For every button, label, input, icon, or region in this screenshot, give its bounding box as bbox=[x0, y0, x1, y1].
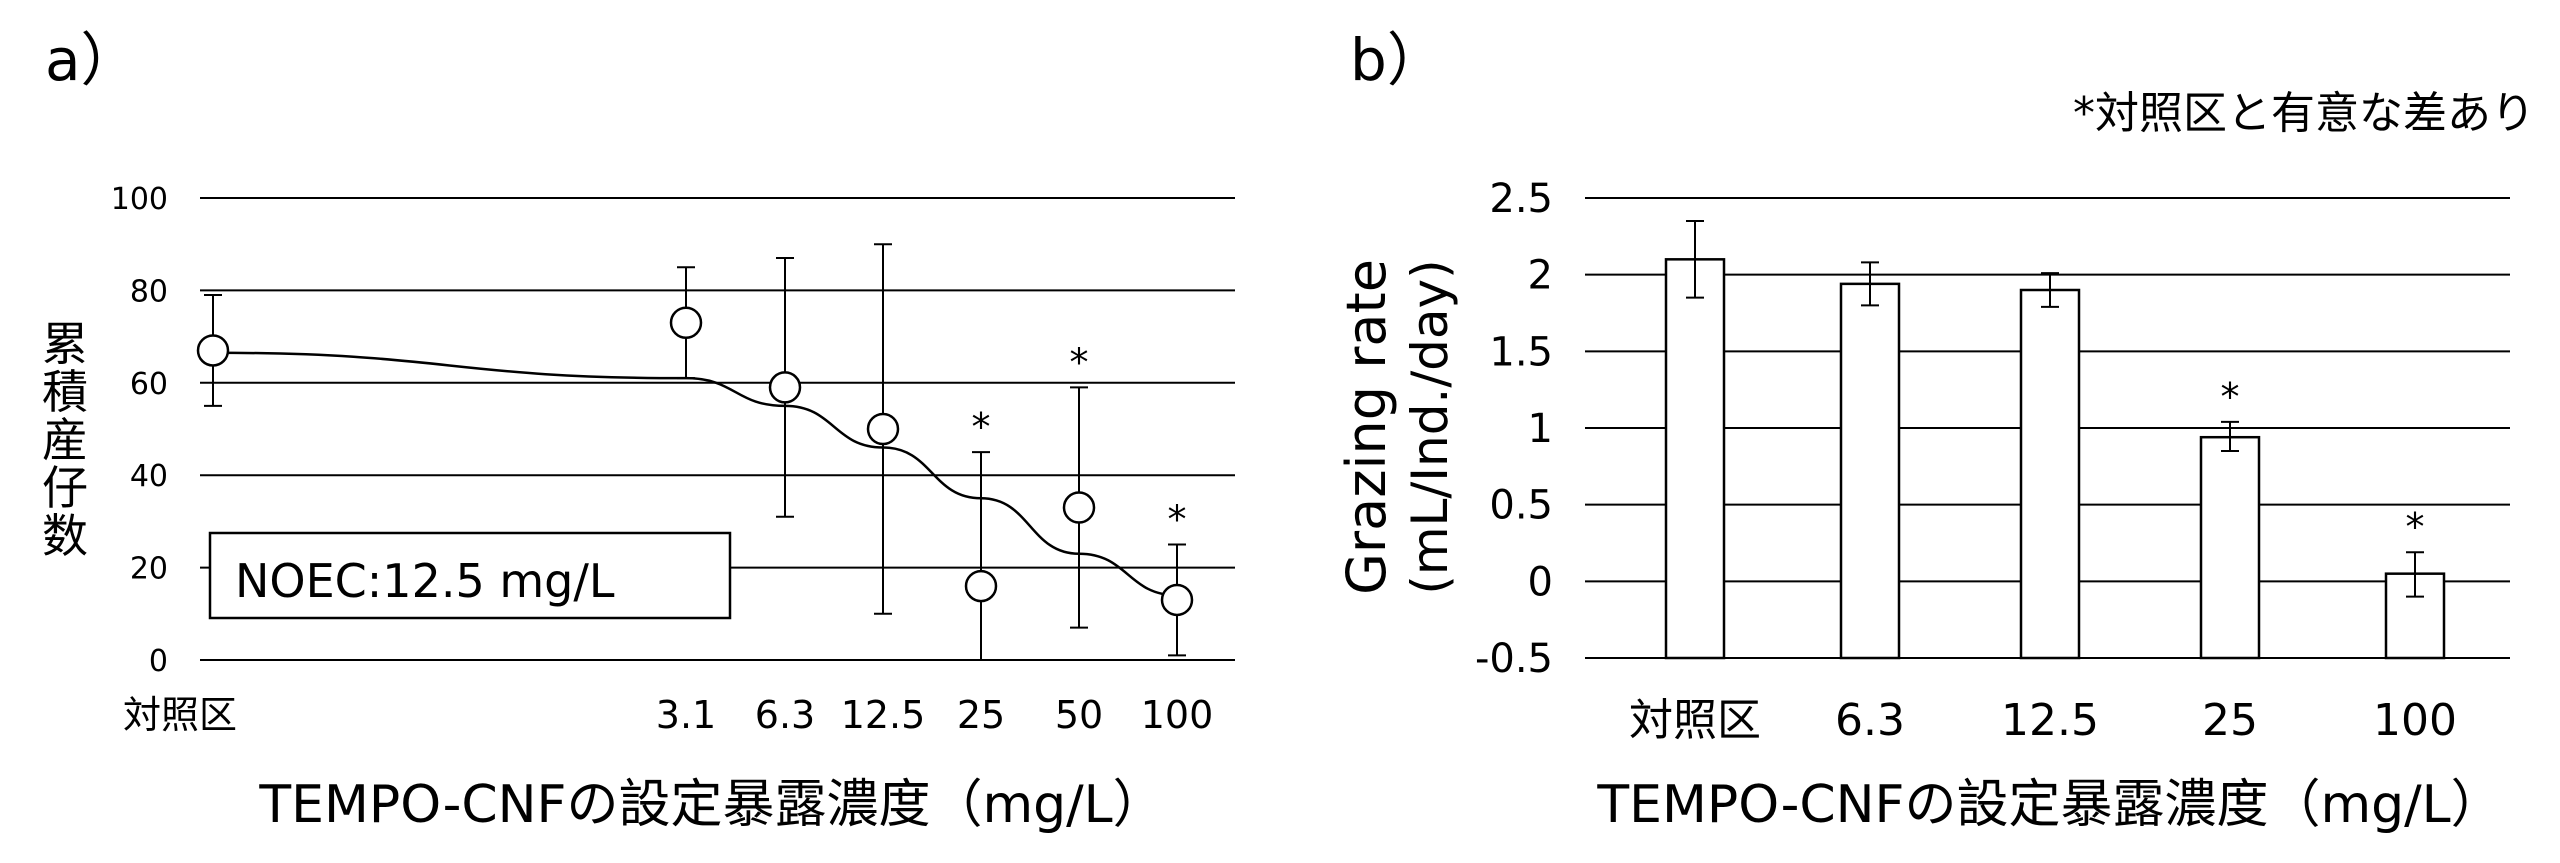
panel-b-y-tick-label: 0 bbox=[1528, 559, 1553, 605]
panel-a-y-axis-label-char: 数 bbox=[42, 509, 88, 563]
panel-a-x-axis-label: TEMPO-CNFの設定暴露濃度（mg/L） bbox=[258, 775, 1164, 835]
panel-a-y-axis-label-char: 累 bbox=[42, 317, 88, 371]
panel-a-y-tick-label: 20 bbox=[130, 552, 168, 587]
panel-a-data-point bbox=[1062, 491, 1096, 524]
panel-a-significance-markers: * * * bbox=[972, 340, 1187, 541]
panel-b-significance-marker: * bbox=[2406, 505, 2425, 549]
panel-b-error-bars bbox=[1686, 220, 2424, 598]
panel-a-chart: 0 20 40 60 80 100 対照区 3.1 6.3 12.5 25 50 100 * * * NO… bbox=[42, 182, 1235, 835]
panel-a-y-axis-label-char: 積 bbox=[42, 365, 88, 419]
panel-a-x-tick-label: 対照区 bbox=[123, 693, 237, 737]
panel-a-y-tick-labels: 0 20 40 60 80 100 bbox=[111, 182, 168, 679]
panel-a-x-tick-labels: 対照区 3.1 6.3 12.5 25 50 100 bbox=[123, 693, 1213, 737]
panel-b-x-tick-label: 6.3 bbox=[1835, 695, 1905, 746]
panel-b-x-tick-label: 25 bbox=[2202, 695, 2258, 746]
panel-a-data-point bbox=[1160, 583, 1194, 617]
panel-a-y-axis-label-char: 産 bbox=[42, 413, 88, 467]
panel-a-data-points bbox=[196, 306, 1194, 617]
panel-a-y-tick-label: 80 bbox=[130, 274, 168, 309]
panel-b-significance-markers: ** bbox=[2221, 375, 2425, 549]
panel-b-bar bbox=[2199, 435, 2261, 660]
panel-a-data-point bbox=[768, 371, 802, 404]
panel-b-bars bbox=[1664, 258, 2446, 660]
panel-a-x-tick-label: 3.1 bbox=[656, 693, 716, 737]
panel-a-label: a） bbox=[45, 26, 139, 94]
panel-b-y-axis-label-line2: (mL/Ind./day) bbox=[1401, 259, 1459, 594]
panel-b-bar bbox=[1664, 258, 1726, 660]
panel-b-x-tick-label: 12.5 bbox=[2001, 695, 2099, 746]
panel-b-label: b） bbox=[1350, 26, 1445, 94]
panel-a-y-tick-label: 100 bbox=[111, 182, 168, 217]
panel-a-data-point bbox=[669, 306, 703, 339]
panel-a-x-tick-label: 25 bbox=[957, 693, 1005, 737]
panel-b-bar bbox=[1839, 282, 1901, 660]
panel-a-y-tick-label: 40 bbox=[130, 459, 168, 494]
panel-a-y-axis-label-char: 仔 bbox=[42, 461, 88, 515]
noec-annotation-text: NOEC:12.5 mg/L bbox=[235, 554, 615, 608]
panel-a-significance-marker: * bbox=[972, 405, 991, 449]
panel-a-x-tick-label: 12.5 bbox=[841, 693, 926, 737]
panel-b-y-tick-label: 1 bbox=[1528, 406, 1553, 452]
panel-b-y-tick-label: 2.5 bbox=[1489, 176, 1553, 222]
panel-b-y-tick-label: 2 bbox=[1528, 253, 1553, 299]
panel-b-x-tick-label: 100 bbox=[2373, 695, 2457, 746]
panel-a-data-point bbox=[866, 412, 900, 446]
panel-a-y-tick-label: 60 bbox=[130, 367, 168, 402]
panel-a-y-tick-label: 0 bbox=[149, 644, 168, 679]
panel-a-significance-marker: * bbox=[1168, 498, 1187, 542]
panel-a-x-tick-label: 6.3 bbox=[755, 693, 815, 737]
significance-note: *対照区と有意な差あり bbox=[2073, 88, 2535, 139]
panel-a-x-tick-label: 50 bbox=[1055, 693, 1103, 737]
panel-b-y-tick-label: 0.5 bbox=[1489, 483, 1553, 529]
panel-a-significance-marker: * bbox=[1070, 340, 1089, 384]
panel-b-x-tick-label: 対照区 bbox=[1629, 695, 1761, 746]
panel-b-y-axis-label-line1: Grazing rate bbox=[1335, 259, 1398, 595]
noec-annotation-box: NOEC:12.5 mg/L bbox=[208, 531, 732, 620]
panel-a-y-axis-label: 累積産仔数 bbox=[42, 317, 88, 563]
panel-b-y-tick-label: -0.5 bbox=[1475, 636, 1553, 682]
panel-b-x-axis-label: TEMPO-CNFの設定暴露濃度（mg/L） bbox=[1596, 775, 2502, 835]
panel-b-x-tick-labels: 対照区 6.3 12.5 25 100 bbox=[1629, 695, 2457, 746]
noec-annotation-frame bbox=[208, 531, 732, 620]
panel-b-chart: -0.500.511.522.5 ** 対照区 6.3 12.5 25 100 Graz… bbox=[1335, 176, 2510, 835]
panel-b-bar bbox=[2019, 288, 2081, 660]
panel-a-fit-curve bbox=[212, 351, 1178, 597]
panel-a-data-point bbox=[196, 334, 230, 367]
panel-a-x-tick-label: 100 bbox=[1141, 693, 1214, 737]
panel-b-significance-marker: * bbox=[2221, 375, 2240, 419]
panel-a-data-point bbox=[964, 569, 998, 603]
panel-b-y-tick-label: 1.5 bbox=[1489, 329, 1553, 375]
panel-b-y-tick-labels: -0.5 0 0.5 1 1.5 2 2.5 bbox=[1475, 176, 1553, 682]
